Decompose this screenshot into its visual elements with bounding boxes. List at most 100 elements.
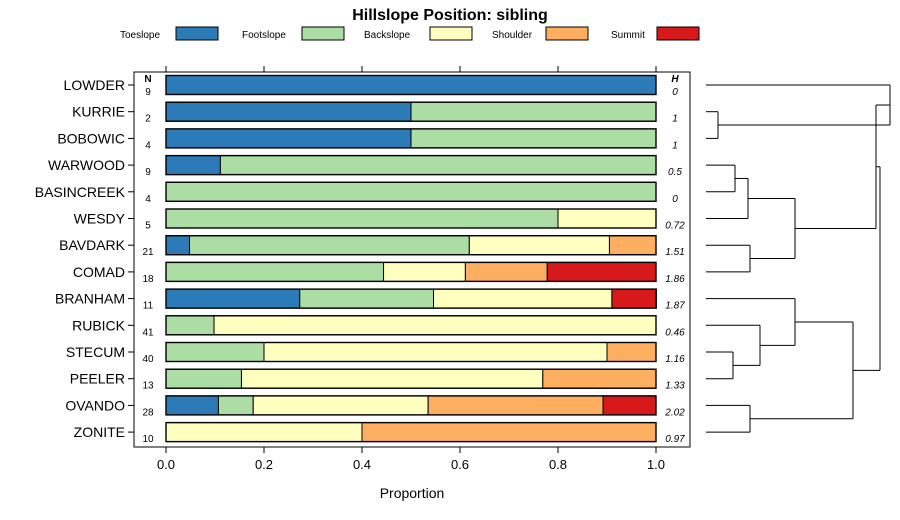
bar-segment	[165, 155, 221, 176]
bar-segment	[410, 101, 657, 122]
bar-segment	[165, 208, 559, 229]
bar-segment	[611, 288, 657, 309]
x-tick-label: 0.0	[157, 457, 175, 472]
bar-segment	[240, 368, 544, 389]
bar-segment	[165, 342, 265, 362]
bar-segment	[213, 315, 657, 336]
bar-segment	[252, 395, 429, 416]
category-label: LOWDER	[64, 77, 125, 93]
bar-segment	[219, 155, 657, 176]
bar-outline	[165, 208, 657, 229]
h-label: 0.46	[665, 327, 685, 338]
h-label: 1	[672, 114, 678, 125]
h-label: 1.87	[665, 301, 685, 312]
bar-segment	[606, 342, 657, 362]
h-label: 1.16	[665, 354, 685, 365]
bar-segment	[410, 128, 657, 149]
category-label: KURRIE	[72, 104, 125, 120]
bar-segment	[165, 75, 657, 95]
n-label: 9	[145, 167, 151, 178]
category-label: WARWOOD	[48, 157, 125, 173]
h-label: 0	[672, 87, 678, 98]
chart-title: Hillslope Position: sibling	[352, 7, 548, 24]
category-label: BASINCREEK	[35, 184, 126, 200]
legend: Toeslope Footslope Backslope Shoulder Summit	[120, 26, 700, 41]
bar-outline	[165, 315, 657, 336]
category-label: RUBICK	[72, 317, 126, 333]
category-label: BOBOWIC	[57, 130, 125, 146]
legend-label: Toeslope	[120, 30, 160, 41]
bar-outline	[165, 288, 657, 309]
bar-segment	[542, 368, 657, 389]
category-label: OVANDO	[65, 397, 125, 413]
bar-segment	[383, 261, 466, 282]
h-label: 0.5	[668, 167, 682, 178]
legend-label: Summit	[611, 30, 645, 41]
bar-segment	[165, 181, 657, 202]
x-tick-label: 0.6	[451, 457, 469, 472]
bar-outline	[165, 234, 657, 256]
bar-outline	[165, 181, 657, 203]
bar-segment	[165, 422, 363, 443]
n-header: N	[144, 74, 151, 85]
legend-swatch	[301, 26, 345, 41]
bar-segment	[464, 261, 548, 282]
legend-swatch	[656, 26, 700, 41]
n-label: 13	[142, 381, 154, 392]
bar-segment	[189, 235, 470, 256]
bar-segment	[263, 342, 608, 362]
n-label: 40	[142, 354, 154, 365]
bar-segment	[546, 261, 657, 282]
legend-swatch	[429, 26, 473, 41]
n-label: 28	[142, 407, 154, 418]
bar-outline	[165, 421, 657, 443]
n-label: 41	[142, 327, 154, 338]
category-label: BRANHAM	[55, 291, 125, 307]
bar-outline	[165, 341, 657, 363]
h-label: 1.86	[665, 274, 685, 285]
bar-outline	[165, 101, 657, 122]
n-label: 2	[145, 114, 151, 125]
bar-segment	[165, 101, 412, 122]
h-label: 0.72	[665, 221, 685, 232]
category-label: COMAD	[73, 264, 125, 280]
bar-outline	[165, 395, 657, 416]
category-label: PEELER	[70, 371, 125, 387]
n-label: 4	[145, 140, 151, 151]
h-header: H	[671, 74, 679, 85]
bar-outline	[165, 261, 657, 283]
legend-label: Shoulder	[492, 30, 533, 41]
bar-segment	[165, 315, 215, 336]
x-axis-label: Proportion	[380, 485, 445, 501]
bar-segment	[217, 395, 254, 416]
dendrogram	[706, 84, 891, 433]
x-tick-label: 0.2	[255, 457, 273, 472]
category-label: STECUM	[66, 344, 125, 360]
n-label: 9	[145, 87, 151, 98]
n-label: 18	[142, 274, 154, 285]
bar-segment	[433, 288, 613, 309]
bar-segment	[165, 235, 191, 256]
n-label: 10	[142, 434, 154, 445]
legend-swatch	[545, 26, 589, 41]
bar-segment	[557, 208, 657, 229]
bar-outline	[165, 74, 657, 96]
category-label: ZONITE	[74, 424, 125, 440]
category-label: BAVDARK	[59, 237, 126, 253]
bar-segment	[165, 261, 385, 282]
category-label: WESDY	[74, 211, 126, 227]
legend-label: Footslope	[242, 30, 286, 41]
bar-segment	[361, 422, 657, 443]
x-tick-label: 0.4	[353, 457, 371, 472]
bar-segment	[299, 288, 435, 309]
bar-segment	[427, 395, 604, 416]
bar-segment	[608, 235, 657, 256]
bar-segment	[165, 368, 242, 389]
h-label: 1	[672, 140, 678, 151]
h-label: 0.97	[665, 434, 685, 445]
bar-segment	[468, 235, 610, 256]
bar-outline	[165, 128, 657, 149]
n-label: 4	[145, 194, 151, 205]
